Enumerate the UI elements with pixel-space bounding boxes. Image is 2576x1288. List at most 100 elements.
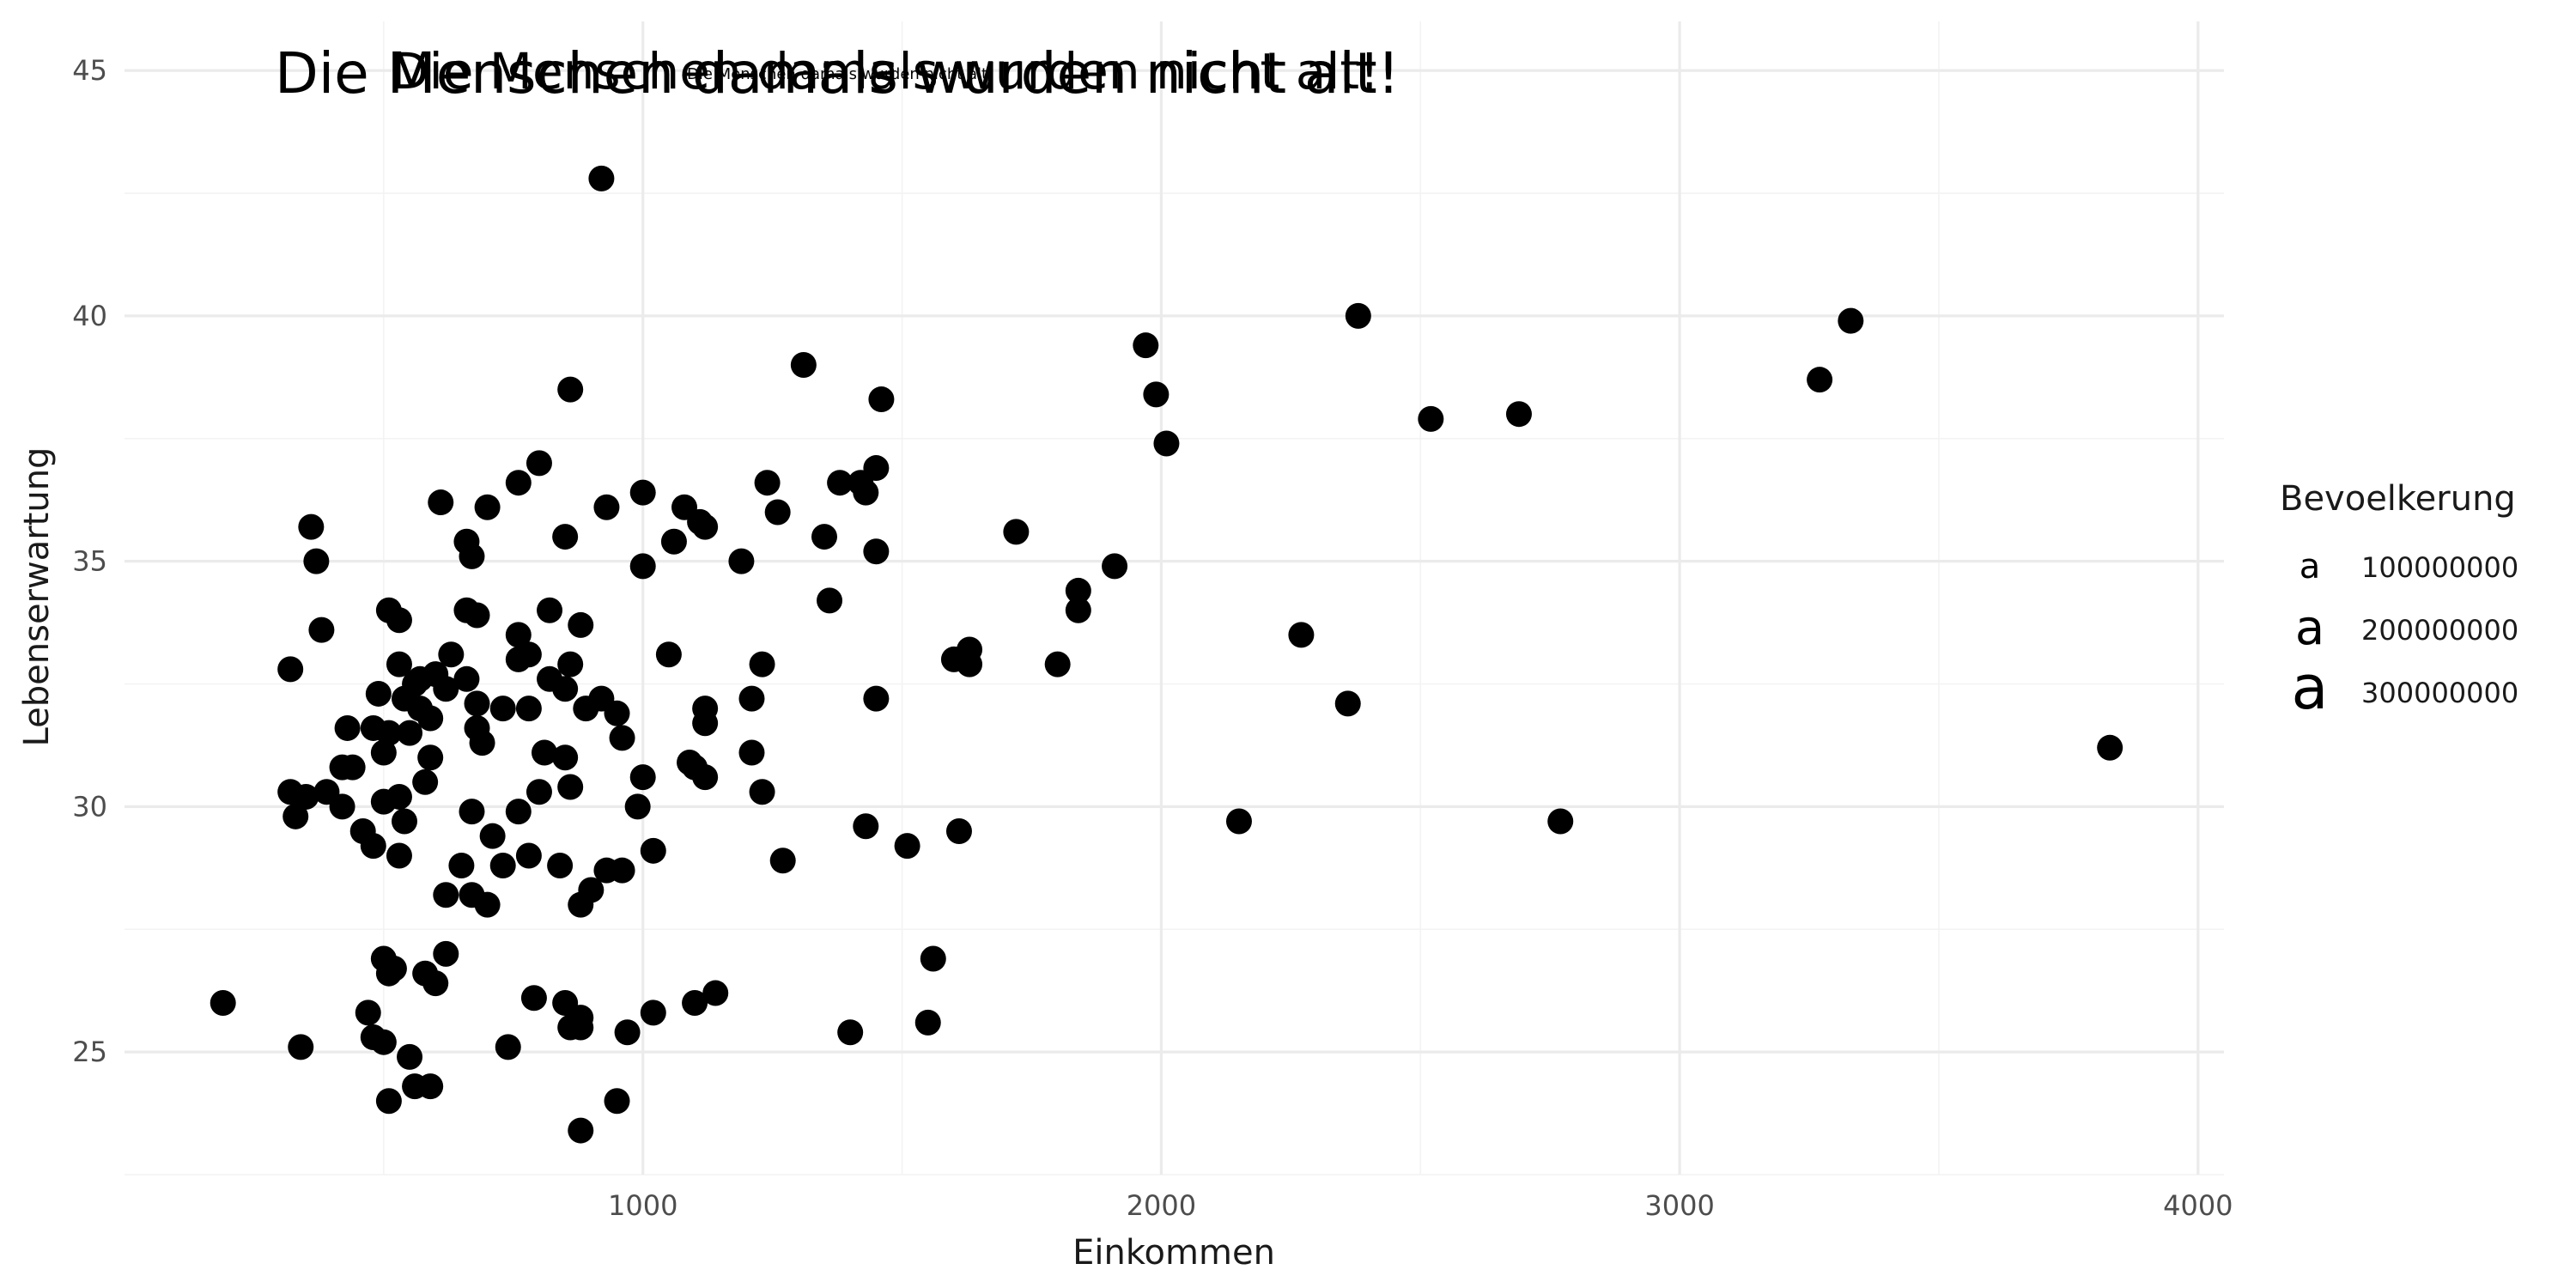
legend-label-1: 100000000: [2361, 551, 2518, 584]
data-point: [853, 479, 879, 506]
chart-title-overlay-1: Die Menschen damals wurden nicht alt!: [275, 40, 1400, 106]
data-point: [370, 739, 397, 766]
data-point: [1133, 332, 1159, 359]
data-point: [1418, 405, 1444, 432]
data-point: [655, 641, 682, 668]
data-point: [334, 714, 361, 741]
data-point: [827, 470, 854, 496]
legend-label-3: 300000000: [2361, 677, 2518, 709]
data-point: [355, 999, 381, 1026]
data-point: [515, 842, 542, 869]
data-point: [392, 808, 417, 835]
data-point: [817, 587, 843, 614]
data-point: [914, 1009, 941, 1036]
data-point: [329, 793, 355, 820]
data-point: [682, 989, 708, 1016]
data-point: [397, 1043, 423, 1070]
data-point: [375, 720, 402, 746]
data-point: [557, 651, 584, 677]
title-overlay: Die Menschen damals wurden nicht alt! Di…: [275, 40, 1400, 106]
data-point: [298, 513, 325, 540]
data-point: [2097, 734, 2123, 761]
data-point: [360, 833, 386, 860]
data-point: [1102, 553, 1128, 580]
data-point: [417, 705, 444, 732]
y-tick-label: 35: [72, 545, 107, 578]
data-point: [1838, 307, 1864, 334]
data-point: [863, 538, 890, 565]
legend-title: Bevoelkerung: [2280, 479, 2516, 519]
data-point: [660, 528, 687, 555]
data-point: [210, 989, 236, 1016]
minor-gridlines: [125, 21, 2224, 1176]
data-point: [479, 823, 506, 849]
data-point: [811, 524, 837, 550]
data-point: [692, 764, 719, 791]
data-point: [422, 970, 449, 997]
data-point: [365, 680, 392, 707]
data-point: [308, 617, 335, 643]
data-point: [386, 783, 412, 810]
data-point: [863, 685, 890, 712]
data-point: [604, 1088, 630, 1115]
y-tick-label: 25: [72, 1036, 107, 1068]
data-point: [749, 779, 775, 805]
data-point: [588, 165, 615, 191]
major-gridlines: [125, 21, 2224, 1175]
data-point: [469, 730, 495, 756]
data-point: [557, 774, 584, 800]
data-point: [370, 1029, 397, 1055]
data-point: [417, 744, 444, 771]
x-tick-label: 4000: [2163, 1189, 2233, 1222]
data-point: [728, 548, 755, 574]
data-point: [293, 783, 319, 810]
data-point: [1225, 808, 1252, 835]
data-point: [515, 696, 542, 722]
data-point: [547, 852, 574, 878]
x-axis-title: Einkommen: [1072, 1233, 1275, 1273]
data-point: [837, 1019, 864, 1046]
data-point: [505, 646, 532, 672]
data-point: [520, 985, 547, 1012]
data-point: [303, 548, 330, 574]
data-point: [283, 803, 309, 829]
data-point: [288, 1034, 314, 1060]
data-point: [453, 665, 480, 692]
data-point: [1044, 651, 1071, 677]
data-point: [537, 597, 563, 623]
data-point: [489, 852, 516, 878]
data-point: [1003, 519, 1030, 545]
data-point: [526, 450, 552, 477]
data-point: [604, 700, 630, 726]
data-point: [1065, 577, 1091, 604]
data-point: [489, 696, 516, 722]
y-tick-label: 45: [72, 54, 107, 87]
data-point: [438, 641, 465, 668]
data-point: [614, 1019, 641, 1046]
legend-label-2: 200000000: [2361, 614, 2518, 647]
data-point: [1334, 690, 1361, 717]
y-axis-title: Lebenserwartung: [17, 447, 57, 747]
data-point: [417, 1073, 444, 1100]
data-point: [448, 852, 475, 878]
data-point: [339, 754, 366, 781]
data-point: [552, 744, 579, 771]
chart-title-overlay-2: Die Menschen damals wurden nicht alt!: [391, 42, 1379, 100]
data-point: [957, 651, 983, 677]
data-point: [702, 980, 729, 1006]
data-point: [578, 877, 605, 903]
data-point: [386, 607, 412, 634]
data-point: [640, 837, 666, 864]
data-point: [459, 543, 485, 569]
data-point: [552, 676, 579, 702]
data-point: [1547, 808, 1574, 835]
legend: Bevoelkerung a 100000000 a 200000000 a 3…: [2280, 479, 2518, 723]
x-axis-tick-labels: 1000 2000 3000 4000: [608, 1189, 2233, 1222]
data-point: [1065, 597, 1091, 623]
x-tick-label: 2000: [1127, 1189, 1196, 1222]
data-point: [920, 945, 946, 972]
data-point: [459, 799, 485, 825]
data-point: [1153, 430, 1180, 457]
x-tick-label: 1000: [608, 1189, 677, 1222]
data-point: [386, 842, 412, 869]
